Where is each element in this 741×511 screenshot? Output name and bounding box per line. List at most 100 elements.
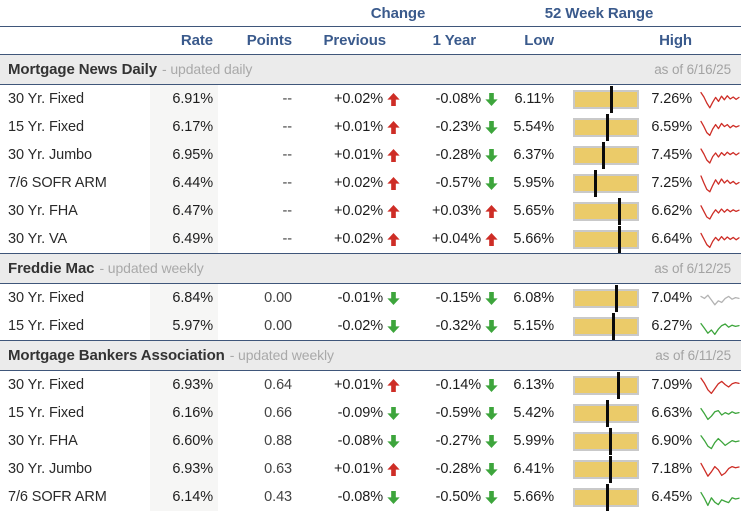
52-week-range-bar (573, 284, 639, 312)
section-rows: 30 Yr. Fixed 6.91% -- +0.02% -0.08% 6.11… (0, 85, 741, 253)
arrow-down-icon (485, 378, 498, 392)
arrow-up-icon (387, 176, 400, 190)
row-label: 15 Yr. Fixed (8, 405, 84, 421)
one-year-change-value: -0.27% (435, 433, 481, 449)
section-header: Freddie Mac - updated weekly as of 6/12/2… (0, 253, 741, 284)
column-header-1-year: 1 Year (432, 32, 476, 49)
table-row: 30 Yr. Fixed 6.93% 0.64 +0.01% -0.14% 6.… (0, 371, 741, 399)
arrow-up-icon (387, 232, 400, 246)
arrow-down-icon (387, 434, 400, 448)
rate-sparkline (698, 87, 741, 111)
52-week-range-bar (573, 141, 639, 169)
arrow-down-icon (485, 406, 498, 420)
range-low-value: 5.65% (513, 203, 554, 219)
points-value: 0.66 (264, 405, 292, 421)
current-rate-marker (615, 284, 618, 312)
column-header-points: Points (246, 32, 292, 49)
previous-change-value: -0.08% (337, 433, 383, 449)
table-row: 30 Yr. Fixed 6.84% 0.00 -0.01% -0.15% 6.… (0, 284, 741, 312)
range-low-value: 5.95% (513, 175, 554, 191)
row-label: 30 Yr. VA (8, 231, 68, 247)
range-low-value: 6.08% (513, 290, 554, 306)
rate-value: 6.17% (150, 113, 218, 141)
rate-section: Freddie Mac - updated weekly as of 6/12/2… (0, 253, 741, 340)
arrow-down-icon (387, 406, 400, 420)
column-header-low: Low (524, 32, 554, 49)
rate-value: 6.44% (150, 169, 218, 197)
previous-change-value: +0.02% (334, 203, 383, 219)
section-as-of-date: as of 6/12/25 (654, 261, 731, 276)
table-row: 15 Yr. Fixed 6.16% 0.66 -0.09% -0.59% 5.… (0, 399, 741, 427)
section-title: Mortgage News Daily (8, 60, 157, 78)
table-row: 7/6 SOFR ARM 6.44% -- +0.02% -0.57% 5.95… (0, 169, 741, 197)
points-value: -- (282, 91, 293, 107)
arrow-up-icon (387, 462, 400, 476)
range-high-value: 7.04% (651, 290, 692, 306)
current-rate-marker (610, 85, 613, 113)
rate-sparkline (698, 171, 741, 195)
52-week-range-bar (573, 197, 639, 225)
table-row: 7/6 SOFR ARM 6.14% 0.43 -0.08% -0.50% 5.… (0, 483, 741, 511)
one-year-change-value: -0.08% (435, 91, 481, 107)
section-rows: 30 Yr. Fixed 6.93% 0.64 +0.01% -0.14% 6.… (0, 371, 741, 511)
one-year-change-value: -0.23% (435, 119, 481, 135)
52-week-range-bar (573, 399, 639, 427)
arrow-down-icon (485, 319, 498, 333)
table-row: 30 Yr. Fixed 6.91% -- +0.02% -0.08% 6.11… (0, 85, 741, 113)
range-high-value: 7.18% (651, 461, 692, 477)
points-value: -- (282, 203, 293, 219)
current-rate-marker (612, 312, 615, 340)
section-rows: 30 Yr. Fixed 6.84% 0.00 -0.01% -0.15% 6.… (0, 284, 741, 340)
rate-sparkline (698, 429, 741, 453)
points-value: -- (282, 147, 293, 163)
one-year-change-value: -0.59% (435, 405, 481, 421)
current-rate-marker (606, 483, 609, 511)
points-value: 0.00 (264, 318, 292, 334)
range-high-value: 7.09% (651, 377, 692, 393)
range-high-value: 6.90% (651, 433, 692, 449)
one-year-change-value: +0.03% (432, 203, 481, 219)
previous-change-value: +0.01% (334, 147, 383, 163)
arrow-down-icon (485, 176, 498, 190)
one-year-change-value: -0.28% (435, 147, 481, 163)
points-value: 0.63 (264, 461, 292, 477)
current-rate-marker (606, 113, 609, 141)
rate-sparkline (698, 227, 741, 251)
section-as-of-date: as of 6/11/25 (655, 348, 731, 363)
rate-value: 6.93% (150, 455, 218, 483)
range-low-value: 6.11% (514, 91, 554, 107)
range-low-value: 5.42% (513, 405, 554, 421)
arrow-up-icon (485, 204, 498, 218)
previous-change-value: -0.08% (337, 489, 383, 505)
points-value: -- (282, 119, 293, 135)
previous-change-value: +0.01% (334, 461, 383, 477)
rate-table-body: Mortgage News Daily - updated daily as of… (0, 54, 741, 511)
current-rate-marker (618, 197, 621, 225)
previous-change-value: -0.02% (337, 318, 383, 334)
one-year-change-value: -0.28% (435, 461, 481, 477)
52-week-range-bar (573, 455, 639, 483)
rate-sparkline (698, 286, 741, 310)
rate-value: 6.84% (150, 284, 218, 312)
column-header-previous: Previous (323, 32, 386, 49)
row-label: 30 Yr. FHA (8, 433, 78, 449)
one-year-change-value: -0.50% (435, 489, 481, 505)
range-low-value: 5.54% (513, 119, 554, 135)
section-subtitle: - updated daily (161, 60, 253, 77)
range-high-value: 7.25% (651, 175, 692, 191)
previous-change-value: +0.02% (334, 175, 383, 191)
range-high-value: 6.27% (651, 318, 692, 334)
row-label: 30 Yr. Fixed (8, 290, 84, 306)
52-week-range-bar (573, 312, 639, 340)
arrow-down-icon (485, 490, 498, 504)
arrow-down-icon (387, 291, 400, 305)
row-label: 7/6 SOFR ARM (8, 175, 107, 191)
row-label: 30 Yr. FHA (8, 203, 78, 219)
section-title: Mortgage Bankers Association (8, 346, 225, 364)
range-high-value: 6.64% (651, 231, 692, 247)
points-value: 0.00 (264, 290, 292, 306)
section-as-of-date: as of 6/16/25 (654, 62, 731, 77)
section-subtitle: - updated weekly (229, 346, 334, 363)
rate-sparkline (698, 143, 741, 167)
